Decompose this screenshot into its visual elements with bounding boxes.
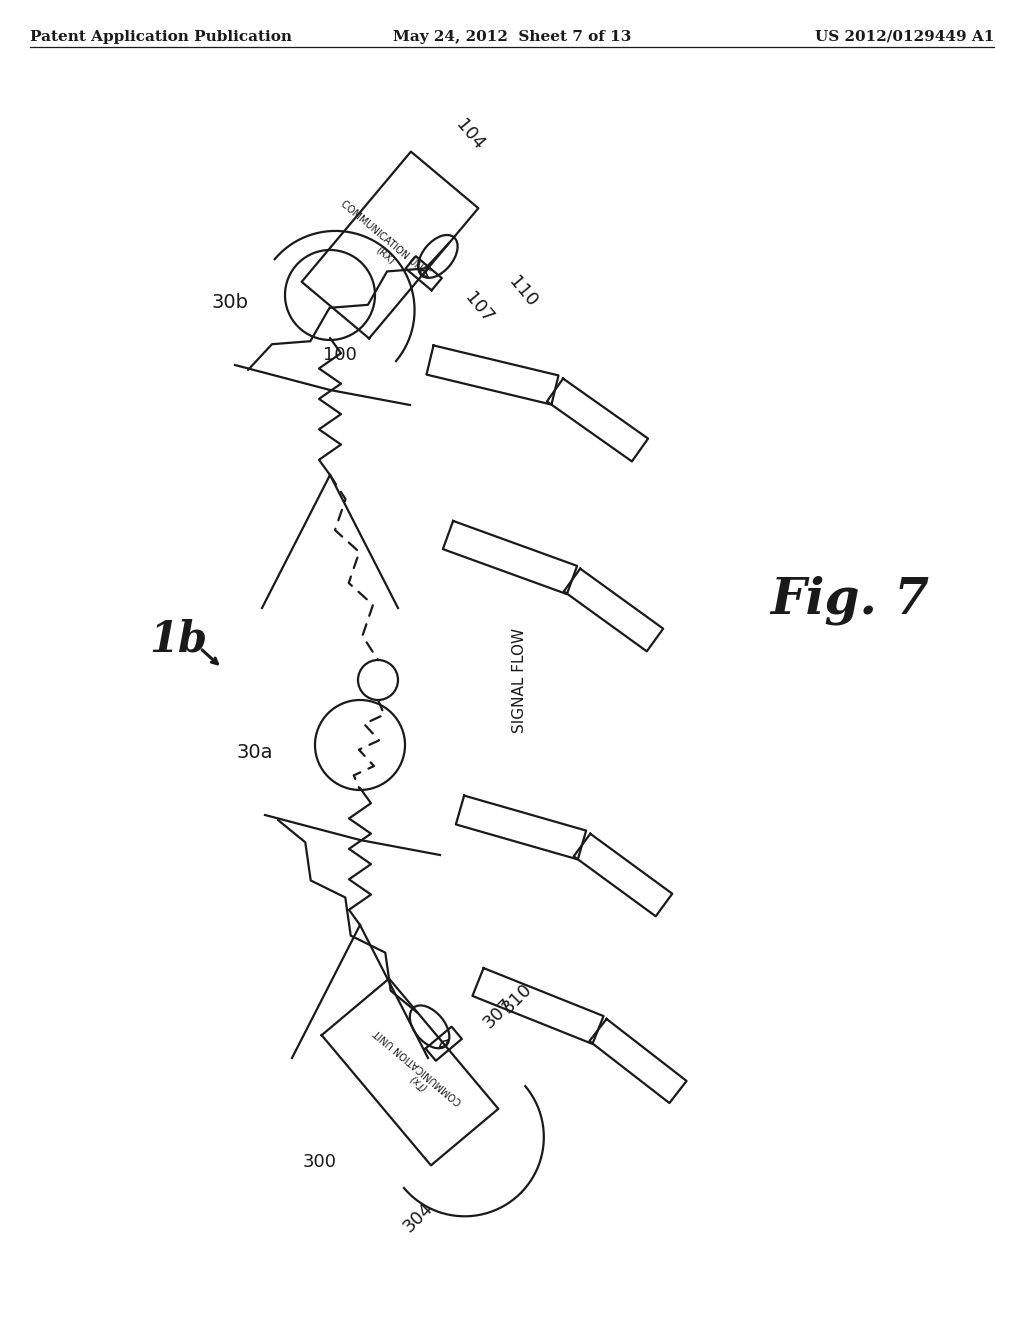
Text: 110: 110: [505, 273, 541, 310]
Text: (RX): (RX): [374, 244, 396, 265]
Text: (Tx): (Tx): [408, 1072, 429, 1092]
Text: SIGNAL FLOW: SIGNAL FLOW: [512, 627, 527, 733]
Text: 104: 104: [453, 116, 487, 154]
Text: Patent Application Publication: Patent Application Publication: [30, 30, 292, 44]
Text: 310: 310: [499, 981, 536, 1018]
Text: 307: 307: [480, 995, 517, 1032]
Text: COMMUNICATION UNIT: COMMUNICATION UNIT: [372, 1027, 464, 1106]
Text: 100: 100: [323, 346, 357, 364]
Text: Fig. 7: Fig. 7: [770, 576, 930, 624]
Text: 30a: 30a: [237, 742, 273, 762]
Text: 304: 304: [399, 1199, 436, 1236]
Text: 300: 300: [303, 1152, 337, 1171]
Text: 30b: 30b: [212, 293, 249, 312]
Text: COMMUNICATION UNIT: COMMUNICATION UNIT: [339, 199, 431, 279]
Text: May 24, 2012  Sheet 7 of 13: May 24, 2012 Sheet 7 of 13: [393, 30, 631, 44]
Text: 107: 107: [461, 289, 497, 327]
Text: 1b: 1b: [148, 619, 207, 661]
Text: US 2012/0129449 A1: US 2012/0129449 A1: [815, 30, 994, 44]
